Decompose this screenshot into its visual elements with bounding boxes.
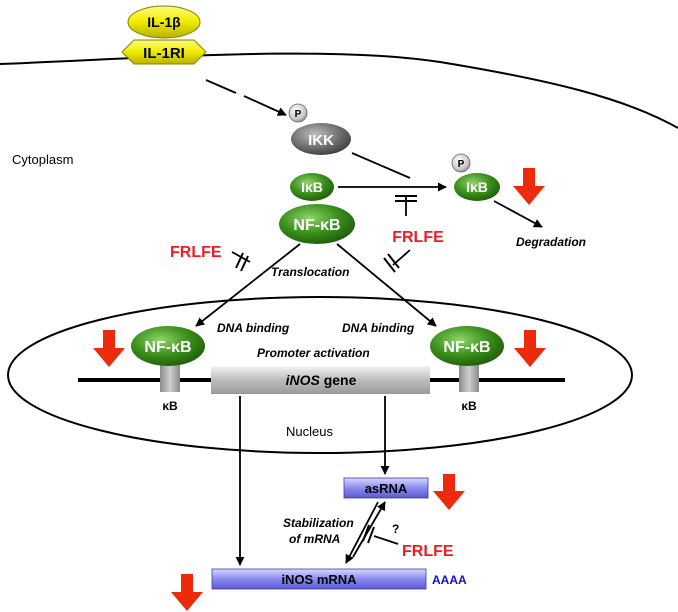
ikk-to-ikb-arrow xyxy=(351,152,411,179)
red-down-arrow-icon xyxy=(433,474,465,510)
inhibition-tbar-icon xyxy=(395,195,417,216)
degradation-label: Degradation xyxy=(516,235,586,249)
question-mark: ? xyxy=(392,522,399,536)
inhibition-tbar-icon xyxy=(362,524,399,545)
stabilization-label-2: of mRNA xyxy=(289,532,340,546)
plasma-membrane xyxy=(0,52,678,129)
nfkb-protein-nucleus-right: NF-κB xyxy=(430,326,504,366)
stabilization-arrow-down xyxy=(345,501,379,564)
dna-binding-label-left: DNA binding xyxy=(217,321,290,335)
ikb-label: IκB xyxy=(301,179,323,195)
red-down-arrow-icon xyxy=(513,168,545,205)
ikk-label: IKK xyxy=(308,132,334,149)
dna-binding-label-right: DNA binding xyxy=(342,321,415,335)
polya-tail-label: AAAA xyxy=(432,573,467,587)
inos-gene: iNOS gene xyxy=(211,366,430,394)
inos-gene-italic: iNOS xyxy=(286,372,321,388)
red-down-arrow-icon xyxy=(514,330,546,367)
degradation-arrow xyxy=(493,200,543,228)
inos-mrna-bar: iNOS mRNA xyxy=(211,568,427,590)
stabilization-arrow-up xyxy=(352,501,386,558)
activation-arrow-receptor-to-ikk xyxy=(205,79,287,116)
promoter-activation-label: Promoter activation xyxy=(257,346,370,360)
red-down-arrow-icon xyxy=(171,574,203,611)
translocation-label: Translocation xyxy=(271,265,349,279)
ikb-protein: IκB xyxy=(290,173,334,201)
nucleus-envelope xyxy=(7,296,633,454)
asrna-label: asRNA xyxy=(365,481,408,496)
frlfe-label-center: FRLFE xyxy=(392,229,444,246)
frlfe-label-left: FRLFE xyxy=(170,244,222,261)
il-1ri-receptor: IL-1RI xyxy=(121,39,207,65)
kb-label-left: κB xyxy=(162,399,178,413)
nfkb-protein-nucleus-left: NF-κB xyxy=(131,326,205,366)
il-1ri-label: IL-1RI xyxy=(143,45,185,62)
inos-mrna-label: iNOS mRNA xyxy=(281,572,357,587)
ikk-protein: IKK xyxy=(291,123,351,155)
nfkb-label-right: NF-κB xyxy=(443,339,490,356)
translocation-arrow-right xyxy=(336,243,437,327)
nfkb-label-left: NF-κB xyxy=(144,339,191,356)
frlfe-label-bottom: FRLFE xyxy=(402,543,454,560)
phospho-ikb-protein: IκB xyxy=(454,173,500,201)
nucleus-label: Nucleus xyxy=(286,424,333,439)
cytoplasm-label: Cytoplasm xyxy=(12,152,73,167)
inhibition-tbar-icon xyxy=(383,249,411,273)
inos-gene-label: iNOS gene xyxy=(286,372,357,388)
nfkb-label: NF-κB xyxy=(293,217,340,234)
p-circle-icon: P xyxy=(451,153,471,173)
inos-gene-suffix: gene xyxy=(320,372,357,388)
phospho-label-ikb: P xyxy=(458,159,465,170)
kb-label-right: κB xyxy=(461,399,477,413)
nfkb-protein-cytoplasm: NF-κB xyxy=(279,204,355,244)
phospho-label: P xyxy=(295,109,302,120)
inhibition-tbar-icon xyxy=(231,251,251,272)
il-1b-ligand: IL-1β xyxy=(127,5,201,39)
translocation-arrow-left xyxy=(195,243,301,327)
il-1b-label: IL-1β xyxy=(147,14,181,30)
asrna-bar: asRNA xyxy=(343,477,429,499)
p-circle-icon: P xyxy=(288,103,308,123)
phospho-ikb-label: IκB xyxy=(466,179,488,195)
stabilization-label-1: Stabilization xyxy=(283,516,354,530)
red-down-arrow-icon xyxy=(93,330,125,367)
